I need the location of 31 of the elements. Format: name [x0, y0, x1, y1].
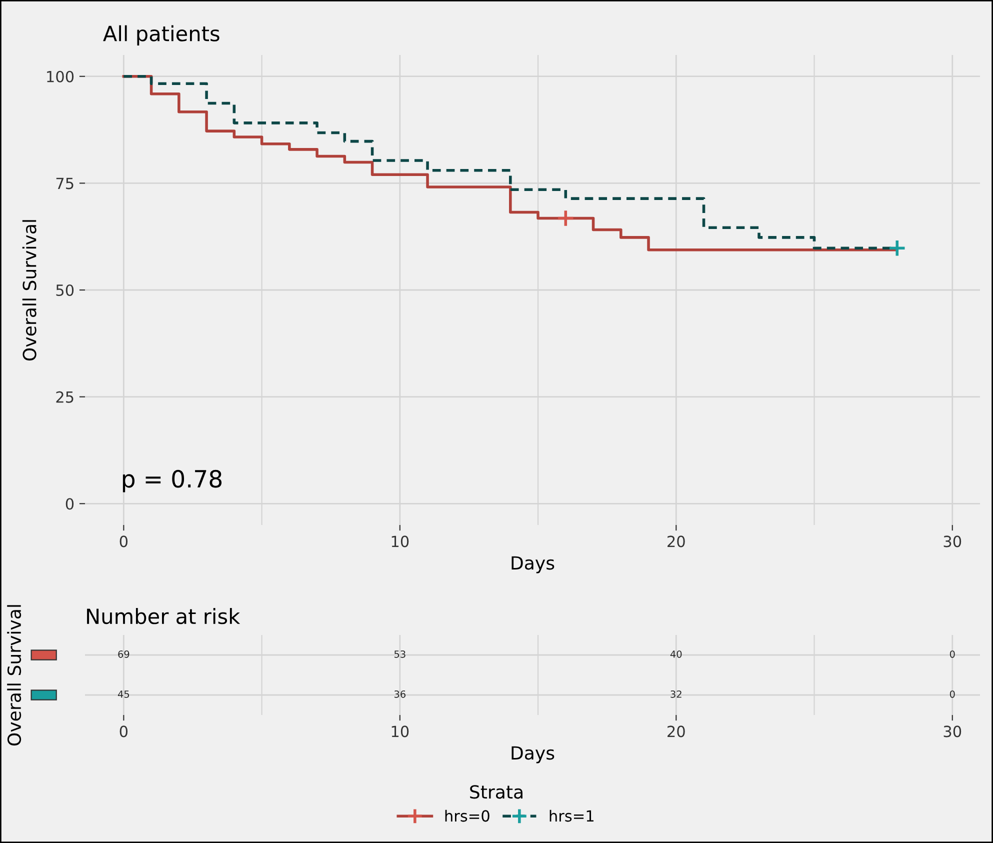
x-tick-label: 10	[392, 536, 409, 548]
x-tick-label: 30	[944, 536, 962, 548]
data-label: 0	[950, 650, 955, 658]
chart-title: Number at risk	[87, 608, 240, 624]
annotation: p = 0.78	[122, 470, 222, 492]
y-axis-title: Overall Survival	[7, 605, 22, 746]
chart-title: All patients	[103, 25, 220, 46]
data-label: 36	[394, 690, 406, 698]
legend-label: hrs=1	[550, 810, 594, 822]
x-axis-title: Days	[512, 556, 554, 574]
data-label: 53	[394, 650, 406, 658]
y-axis-title: Overall Survival	[22, 220, 36, 361]
y-tick-label: 25	[56, 391, 74, 403]
x-tick-label: 0	[120, 726, 128, 738]
x-tick-label: 20	[668, 536, 685, 548]
data-label: 45	[118, 690, 130, 698]
y-tick-label: 0	[66, 498, 74, 510]
legend-title: Strata	[470, 785, 522, 799]
x-tick-label: 20	[668, 726, 685, 738]
y-tick-label: 75	[56, 178, 74, 190]
legend-label: hrs=0	[445, 810, 490, 822]
data-label: 69	[118, 650, 130, 658]
x-axis-title: Days	[512, 746, 554, 764]
x-tick-label: 0	[120, 536, 128, 548]
y-tick-label: 100	[47, 70, 74, 82]
data-label: 32	[670, 690, 682, 698]
x-tick-label: 10	[392, 726, 409, 738]
data-label: 0	[950, 690, 955, 698]
x-tick-label: 30	[944, 726, 962, 738]
y-tick-label: 50	[56, 284, 74, 296]
data-label: 40	[670, 650, 682, 658]
